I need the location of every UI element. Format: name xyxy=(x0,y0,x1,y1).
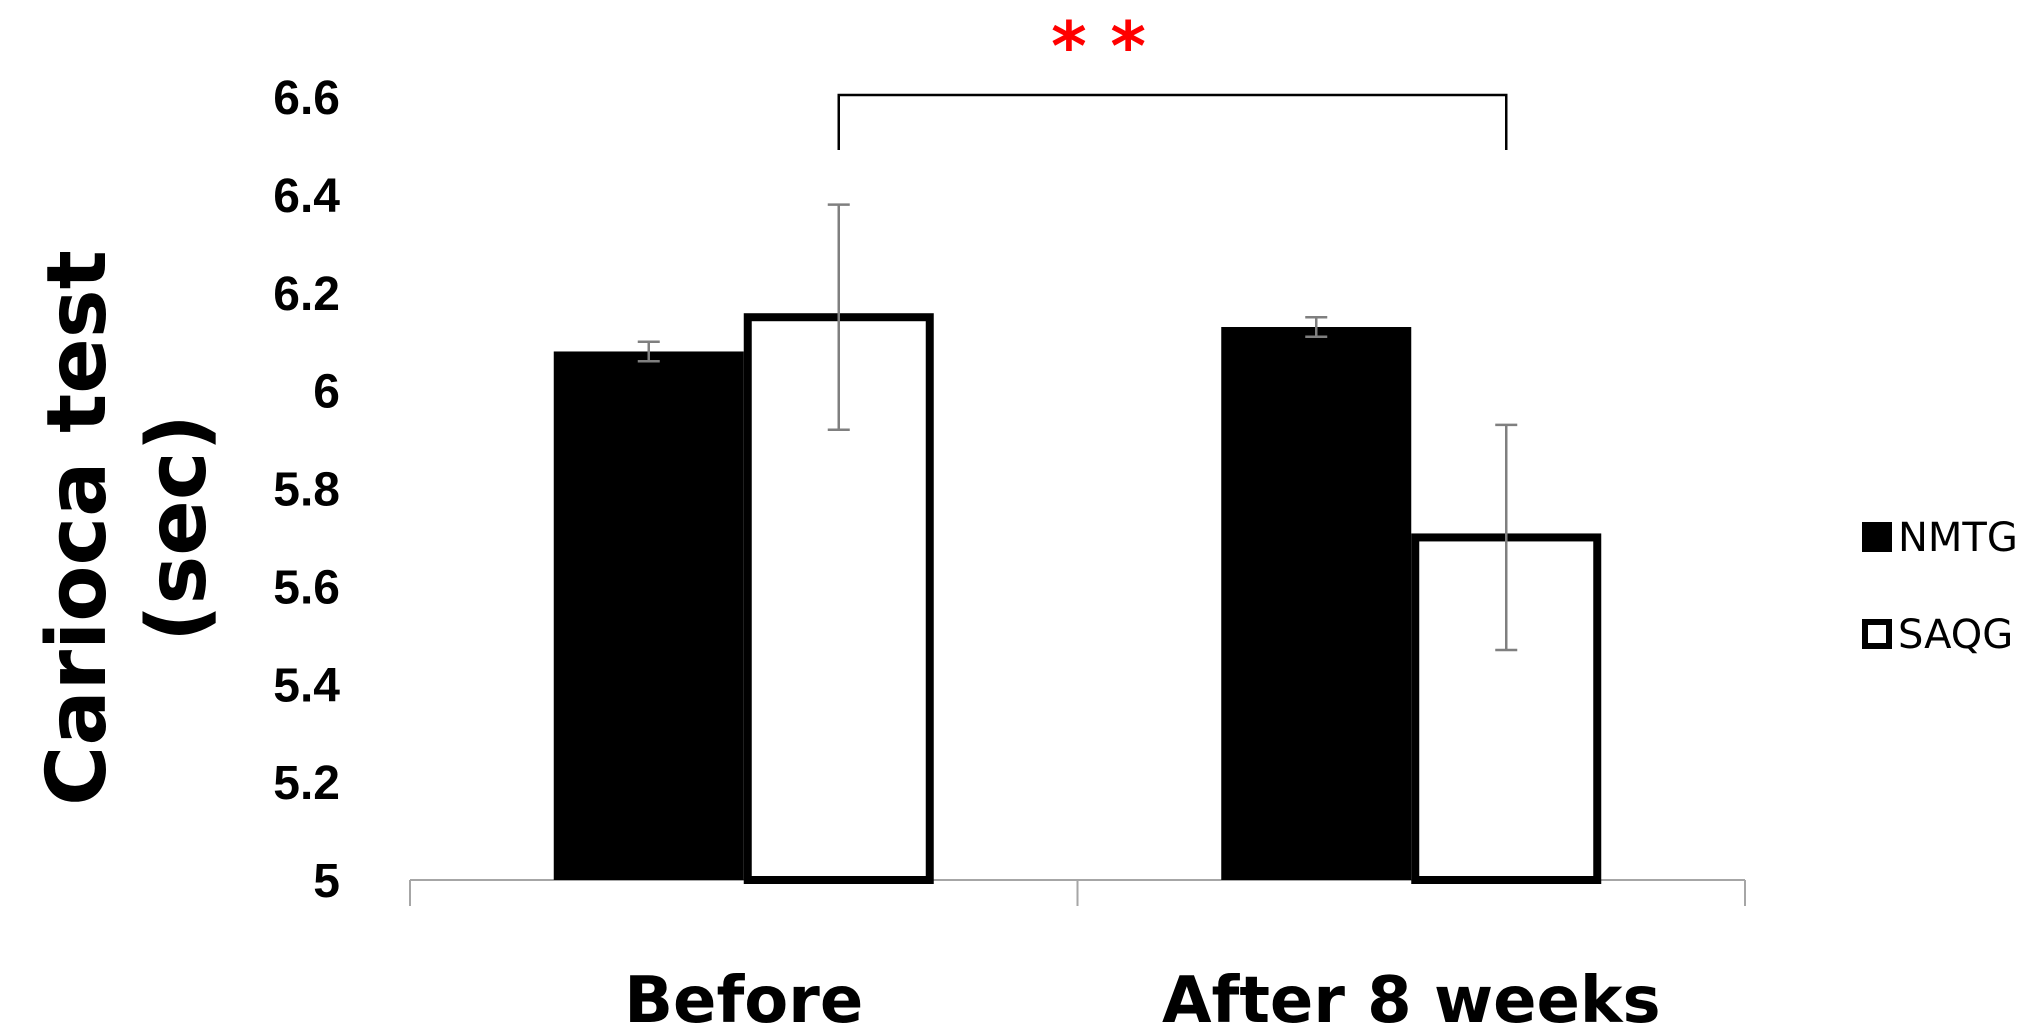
y-axis-ticks: 5 5.2 5.4 5.6 5.8 6 6.2 6.4 6.6 xyxy=(273,72,340,908)
y-tick-label: 6 xyxy=(313,366,340,419)
significance-bracket xyxy=(837,93,1508,150)
x-category-label: After 8 weeks xyxy=(1162,964,1661,1031)
legend-label-saqg: SAQG xyxy=(1898,612,2013,658)
y-tick-label: 5.6 xyxy=(273,561,340,614)
y-tick-label: 6.6 xyxy=(273,72,340,125)
y-tick-label: 5.4 xyxy=(273,659,340,712)
x-axis-categories: Before After 8 weeks xyxy=(624,964,1660,1031)
error-bars xyxy=(637,203,1518,652)
y-tick-label: 6.2 xyxy=(273,268,340,321)
y-tick-label: 5 xyxy=(313,855,340,908)
x-category-label: Before xyxy=(624,964,863,1031)
legend-label-nmtg: NMTG xyxy=(1898,515,2018,561)
y-axis-label-line-1: Carioca test xyxy=(30,250,125,806)
legend-swatch-saqg xyxy=(1862,619,1892,649)
y-tick-label: 5.2 xyxy=(273,757,340,810)
legend-swatch-nmtg xyxy=(1862,522,1892,552)
significance-marker: * * xyxy=(1051,8,1146,87)
y-tick-label: 5.8 xyxy=(273,464,340,517)
y-axis-label-line-2: (sec) xyxy=(130,414,225,642)
bar-nmtg xyxy=(553,351,744,881)
bars xyxy=(553,313,1602,884)
y-axis-label: Carioca test (sec) xyxy=(30,250,225,806)
legend: NMTG SAQG xyxy=(1862,515,2018,658)
bar-nmtg xyxy=(1221,327,1412,881)
y-tick-label: 6.4 xyxy=(273,170,340,223)
significance-annotation: * * xyxy=(837,8,1508,150)
